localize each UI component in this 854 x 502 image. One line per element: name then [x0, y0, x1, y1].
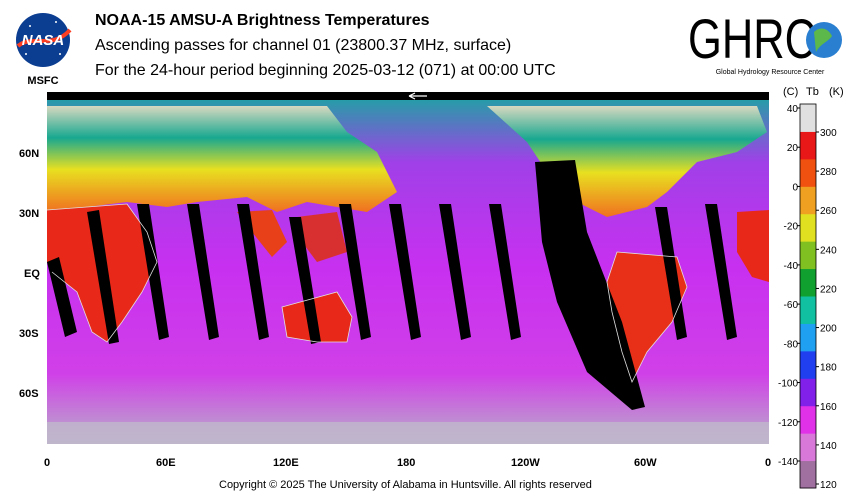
- colorbar-band: [800, 104, 816, 132]
- temperature-colorbar: 30028026024022020018016014012040200-20-4…: [778, 103, 837, 491]
- direction-arrow-icon: [408, 92, 427, 100]
- colorbar-kelvin-tick: 160: [820, 402, 837, 413]
- colorbar-band: [800, 405, 816, 434]
- colorbar-header-tb: Tb: [806, 86, 819, 98]
- lon-label-60e: 60E: [156, 457, 176, 469]
- colorbar-kelvin-tick: 300: [820, 128, 837, 139]
- lat-label-60n: 60N: [19, 148, 40, 160]
- colorbar-kelvin-tick: 200: [820, 324, 837, 335]
- colorbar-celsius-tick: 0: [792, 182, 798, 193]
- colorbar-celsius-tick: -140: [778, 457, 798, 468]
- brightness-temperature-map: [47, 92, 769, 444]
- subtitle-period: For the 24-hour period beginning 2025-03…: [95, 62, 556, 79]
- page-title: NOAA-15 AMSU-A Brightness Temperatures: [95, 12, 430, 29]
- copyright-notice: Copyright © 2025 The University of Alaba…: [219, 479, 592, 491]
- colorbar-header-kelvin: (K): [829, 86, 844, 98]
- lon-label-120e: 120E: [273, 457, 299, 469]
- colorbar-celsius-tick: -120: [778, 418, 798, 429]
- colorbar-band: [800, 268, 816, 297]
- colorbar-band: [800, 296, 816, 324]
- antarctic-margin: [47, 422, 769, 444]
- north-america-landmass: [487, 106, 767, 217]
- colorbar-kelvin-tick: 220: [820, 284, 837, 295]
- subtitle-channel: Ascending passes for channel 01 (23800.3…: [95, 37, 512, 54]
- north-gap-strip: [47, 92, 769, 100]
- colorbar-band: [800, 158, 816, 187]
- lon-label-60w: 60W: [634, 457, 657, 469]
- colorbar-bands: [800, 104, 816, 489]
- ghrc-logo: GHRC Global Hydrology Resource Center: [688, 8, 842, 76]
- nasa-logo-text: NASA: [22, 32, 65, 49]
- colorbar-band: [800, 460, 816, 489]
- lat-label-30s: 30S: [19, 328, 39, 340]
- colorbar-celsius-tick: 20: [787, 143, 799, 154]
- lon-label-0-right: 0: [765, 457, 772, 469]
- lat-label-eq: EQ: [24, 268, 40, 280]
- colorbar-celsius-tick: -100: [778, 379, 798, 390]
- orbit-gaps: [47, 160, 737, 410]
- colorbar-kelvin-tick: 240: [820, 245, 837, 256]
- lon-label-0: 0: [44, 457, 51, 469]
- colorbar-band: [800, 213, 816, 242]
- colorbar-band: [800, 350, 816, 379]
- colorbar-kelvin-tick: 260: [820, 206, 837, 217]
- colorbar-celsius-tick: -80: [784, 339, 799, 350]
- africa-east-edge: [737, 210, 769, 282]
- lon-label-180: 180: [397, 457, 416, 469]
- coastlines: [47, 203, 688, 384]
- colorbar-band: [800, 323, 816, 352]
- colorbar-header-celsius: (C): [783, 86, 799, 98]
- colorbar-kelvin-tick: 120: [820, 480, 837, 491]
- colorbar-kelvin-tick: 280: [820, 167, 837, 178]
- colorbar-celsius-tick: -20: [784, 222, 799, 233]
- se-asia-landmass: [297, 212, 347, 262]
- colorbar-kelvin-tick: 180: [820, 363, 837, 374]
- colorbar-band: [800, 378, 816, 407]
- colorbar-band: [800, 131, 816, 160]
- lat-label-30n: 30N: [19, 208, 40, 220]
- lat-label-60s: 60S: [19, 388, 39, 400]
- colorbar-band: [800, 186, 816, 215]
- eurasia-landmass: [47, 106, 397, 212]
- ghrc-sub-label: Global Hydrology Resource Center: [716, 69, 825, 76]
- colorbar-kelvin-tick: 140: [820, 441, 837, 452]
- colorbar-band: [800, 241, 816, 270]
- ghrc-logo-text: GHRC: [688, 8, 816, 70]
- colorbar-celsius-tick: -40: [784, 261, 799, 272]
- msfc-label: MSFC: [27, 75, 58, 87]
- colorbar-ticks: 30028026024022020018016014012040200-20-4…: [778, 104, 837, 491]
- lon-label-120w: 120W: [511, 457, 540, 469]
- nasa-logo: NASA MSFC: [16, 13, 72, 87]
- colorbar-band: [800, 433, 816, 462]
- colorbar-celsius-tick: 40: [787, 104, 799, 115]
- colorbar-celsius-tick: -60: [784, 300, 799, 311]
